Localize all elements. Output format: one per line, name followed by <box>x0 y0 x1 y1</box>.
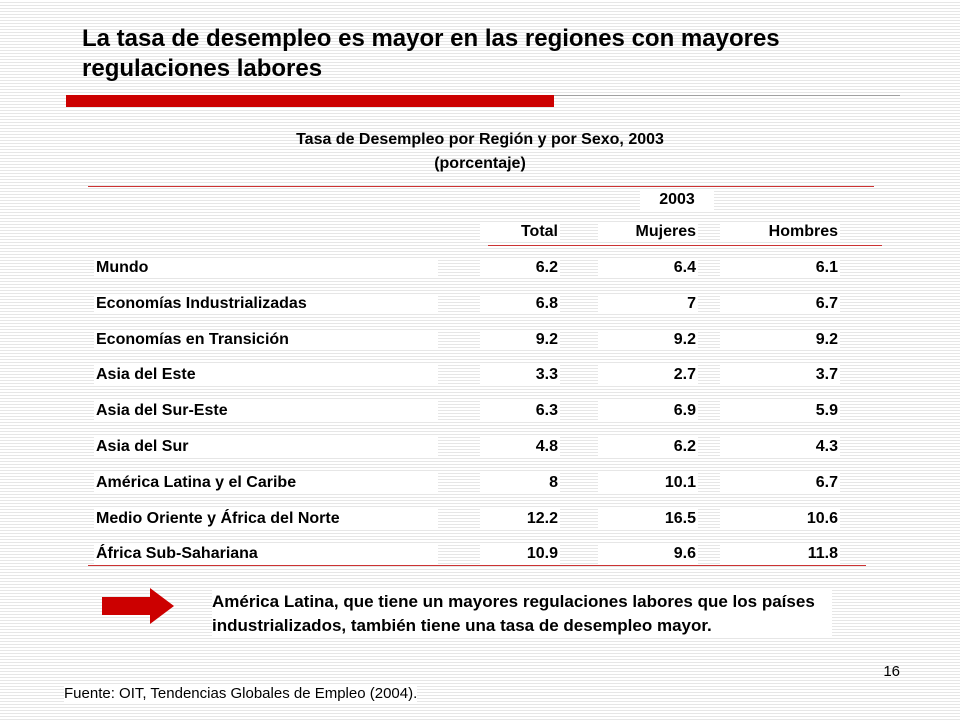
cell-total: 10.9 <box>480 544 560 564</box>
region-name: Asia del Este <box>94 365 438 385</box>
cell-hombres: 4.3 <box>720 437 840 457</box>
cell-mujeres: 9.6 <box>598 544 698 564</box>
region-name: Asia del Sur <box>94 437 438 457</box>
table-top-rule <box>88 186 874 187</box>
cell-total: 3.3 <box>480 365 560 385</box>
cell-total: 4.8 <box>480 437 560 457</box>
title-accent-bar <box>66 95 554 107</box>
cell-mujeres: 7 <box>598 294 698 314</box>
table-bottom-rule <box>88 565 866 566</box>
region-name: Asia del Sur-Este <box>94 401 438 421</box>
cell-mujeres: 6.4 <box>598 258 698 278</box>
year-header: 2003 <box>640 190 714 210</box>
cell-mujeres: 6.2 <box>598 437 698 457</box>
cell-hombres: 9.2 <box>720 330 840 350</box>
region-name: Economías Industrializadas <box>94 294 438 314</box>
region-name: América Latina y el Caribe <box>94 473 438 493</box>
cell-mujeres: 2.7 <box>598 365 698 385</box>
source-citation: Fuente: OIT, Tendencias Globales de Empl… <box>64 684 418 704</box>
title-divider <box>554 95 900 96</box>
table-subtitle: (porcentaje) <box>434 155 526 172</box>
table-title-block: Tasa de Desempleo por Región y por Sexo,… <box>180 128 780 176</box>
region-name: Mundo <box>94 258 438 278</box>
cell-total: 6.2 <box>480 258 560 278</box>
cell-hombres: 10.6 <box>720 509 840 529</box>
page-number: 16 <box>883 663 900 680</box>
cell-hombres: 6.7 <box>720 473 840 493</box>
cell-mujeres: 6.9 <box>598 401 698 421</box>
region-name: Medio Oriente y África del Norte <box>94 509 438 529</box>
cell-mujeres: 9.2 <box>598 330 698 350</box>
cell-total: 6.8 <box>480 294 560 314</box>
cell-total: 9.2 <box>480 330 560 350</box>
table-title: Tasa de Desempleo por Región y por Sexo,… <box>296 131 664 148</box>
cell-hombres: 3.7 <box>720 365 840 385</box>
cell-hombres: 5.9 <box>720 401 840 421</box>
region-name: Economías en Transición <box>94 330 438 350</box>
cell-total: 8 <box>480 473 560 493</box>
header-rule <box>488 245 882 246</box>
cell-mujeres: 10.1 <box>598 473 698 493</box>
slide-title: La tasa de desempleo es mayor en las reg… <box>82 25 780 82</box>
column-header-mujeres: Mujeres <box>598 222 698 242</box>
column-header-hombres: Hombres <box>720 222 840 242</box>
column-header-total: Total <box>480 222 560 242</box>
cell-mujeres: 16.5 <box>598 509 698 529</box>
region-name: África Sub-Sahariana <box>94 544 438 564</box>
right-arrow-icon <box>102 588 174 624</box>
conclusion-note: América Latina, que tiene un mayores reg… <box>212 590 832 638</box>
cell-total: 6.3 <box>480 401 560 421</box>
cell-hombres: 11.8 <box>720 544 840 564</box>
cell-hombres: 6.1 <box>720 258 840 278</box>
cell-hombres: 6.7 <box>720 294 840 314</box>
cell-total: 12.2 <box>480 509 560 529</box>
